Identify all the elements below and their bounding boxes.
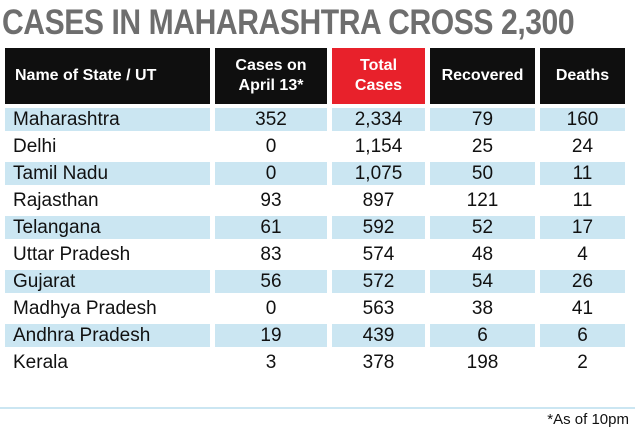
cell-deaths: 41 bbox=[540, 297, 625, 324]
table-row: Maharashtra 352 2,334 79 160 bbox=[5, 108, 625, 135]
cell-total-cases: 574 bbox=[332, 243, 425, 270]
cell-state: Rajasthan bbox=[5, 189, 210, 216]
table-row: Uttar Pradesh 83 574 48 4 bbox=[5, 243, 625, 270]
footnote: *As of 10pm bbox=[547, 411, 629, 428]
table-row: Kerala 3 378 198 2 bbox=[5, 351, 625, 378]
cell-cases-april13: 352 bbox=[215, 108, 327, 135]
cell-state: Madhya Pradesh bbox=[5, 297, 210, 324]
cell-recovered: 38 bbox=[430, 297, 535, 324]
cell-recovered: 52 bbox=[430, 216, 535, 243]
cell-recovered: 48 bbox=[430, 243, 535, 270]
header-total-cases-text: Total Cases bbox=[354, 57, 403, 94]
cell-recovered: 25 bbox=[430, 135, 535, 162]
table-row: Rajasthan 93 897 121 11 bbox=[5, 189, 625, 216]
cell-deaths: 4 bbox=[540, 243, 625, 270]
cell-deaths: 160 bbox=[540, 108, 625, 135]
table-row: Andhra Pradesh 19 439 6 6 bbox=[5, 324, 625, 351]
cell-cases-april13: 0 bbox=[215, 162, 327, 189]
cell-recovered: 121 bbox=[430, 189, 535, 216]
cell-recovered: 50 bbox=[430, 162, 535, 189]
cell-state: Telangana bbox=[5, 216, 210, 243]
cell-deaths: 17 bbox=[540, 216, 625, 243]
header-cases-april13-text: Cases on April 13* bbox=[235, 57, 307, 94]
cell-state: Uttar Pradesh bbox=[5, 243, 210, 270]
header-deaths: Deaths bbox=[540, 48, 625, 108]
table-body: Maharashtra 352 2,334 79 160 Delhi 0 1,154 25 24 T… bbox=[5, 108, 625, 378]
cell-cases-april13: 3 bbox=[215, 351, 327, 378]
cell-total-cases: 897 bbox=[332, 189, 425, 216]
cell-total-cases: 572 bbox=[332, 270, 425, 297]
bottom-rule bbox=[0, 407, 635, 409]
cell-total-cases: 1,154 bbox=[332, 135, 425, 162]
table-row: Delhi 0 1,154 25 24 bbox=[5, 135, 625, 162]
cell-deaths: 11 bbox=[540, 162, 625, 189]
cell-total-cases: 2,334 bbox=[332, 108, 425, 135]
chart-title: CASES IN MAHARASHTRA CROSS 2,300 bbox=[2, 3, 575, 42]
cell-cases-april13: 0 bbox=[215, 297, 327, 324]
cell-deaths: 26 bbox=[540, 270, 625, 297]
cell-recovered: 79 bbox=[430, 108, 535, 135]
table-row: Madhya Pradesh 0 563 38 41 bbox=[5, 297, 625, 324]
cell-cases-april13: 83 bbox=[215, 243, 327, 270]
cell-cases-april13: 0 bbox=[215, 135, 327, 162]
header-state: Name of State / UT bbox=[5, 48, 210, 108]
cell-total-cases: 592 bbox=[332, 216, 425, 243]
cell-total-cases: 563 bbox=[332, 297, 425, 324]
header-total-cases: Total Cases bbox=[332, 48, 425, 108]
cell-deaths: 11 bbox=[540, 189, 625, 216]
header-recovered: Recovered bbox=[430, 48, 535, 108]
cell-recovered: 198 bbox=[430, 351, 535, 378]
cell-cases-april13: 19 bbox=[215, 324, 327, 351]
cell-deaths: 24 bbox=[540, 135, 625, 162]
cell-total-cases: 1,075 bbox=[332, 162, 425, 189]
cell-cases-april13: 93 bbox=[215, 189, 327, 216]
table-row: Tamil Nadu 0 1,075 50 11 bbox=[5, 162, 625, 189]
cell-state: Gujarat bbox=[5, 270, 210, 297]
header-row: Name of State / UT Cases on April 13* To… bbox=[5, 48, 625, 108]
cell-state: Delhi bbox=[5, 135, 210, 162]
cell-cases-april13: 56 bbox=[215, 270, 327, 297]
cell-state: Andhra Pradesh bbox=[5, 324, 210, 351]
table-row: Gujarat 56 572 54 26 bbox=[5, 270, 625, 297]
cell-deaths: 6 bbox=[540, 324, 625, 351]
cell-deaths: 2 bbox=[540, 351, 625, 378]
cell-recovered: 6 bbox=[430, 324, 535, 351]
header-cases-april13: Cases on April 13* bbox=[215, 48, 327, 108]
cell-cases-april13: 61 bbox=[215, 216, 327, 243]
cell-total-cases: 439 bbox=[332, 324, 425, 351]
cell-recovered: 54 bbox=[430, 270, 535, 297]
cell-total-cases: 378 bbox=[332, 351, 425, 378]
cell-state: Maharashtra bbox=[5, 108, 210, 135]
table-row: Telangana 61 592 52 17 bbox=[5, 216, 625, 243]
cell-state: Tamil Nadu bbox=[5, 162, 210, 189]
cell-state: Kerala bbox=[5, 351, 210, 378]
cases-table: Name of State / UT Cases on April 13* To… bbox=[0, 48, 630, 378]
